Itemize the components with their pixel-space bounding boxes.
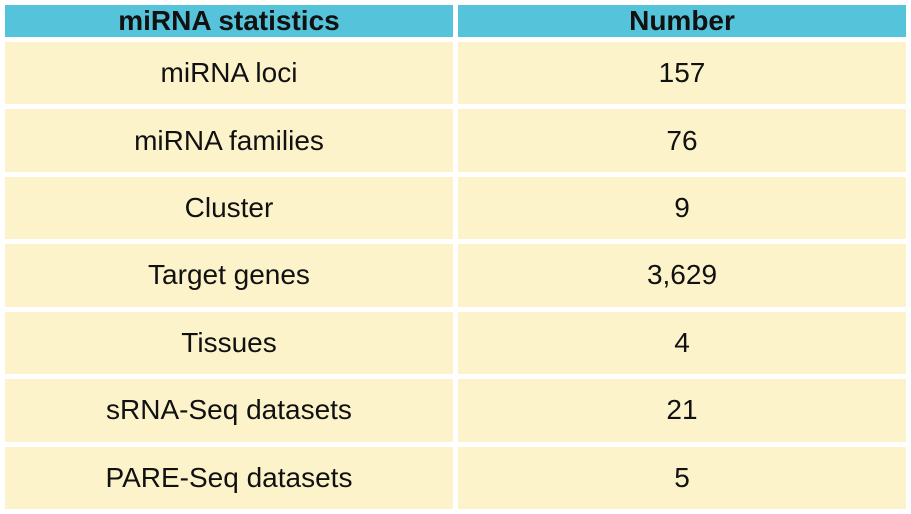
statistic-label: Cluster	[5, 176, 453, 240]
statistic-label: Target genes	[5, 244, 453, 307]
statistic-value: 76	[458, 109, 906, 172]
statistic-value: 4	[458, 311, 906, 375]
table-row: miRNA families 76	[5, 109, 906, 172]
statistic-value: 157	[458, 42, 906, 105]
statistic-label: Tissues	[5, 311, 453, 375]
statistic-label: miRNA families	[5, 109, 453, 172]
table-row: Tissues 4	[5, 311, 906, 375]
table-row: Cluster 9	[5, 176, 906, 240]
statistic-label: PARE-Seq datasets	[5, 446, 453, 509]
table-row: miRNA loci 157	[5, 42, 906, 105]
table-row: Target genes 3,629	[5, 244, 906, 307]
statistic-value: 5	[458, 446, 906, 509]
statistic-label: sRNA-Seq datasets	[5, 379, 453, 442]
column-header-number: Number	[458, 5, 906, 37]
table-row: PARE-Seq datasets 5	[5, 446, 906, 509]
statistic-value: 3,629	[458, 244, 906, 307]
statistic-value: 21	[458, 379, 906, 442]
table-row: sRNA-Seq datasets 21	[5, 379, 906, 442]
column-header-statistic: miRNA statistics	[5, 5, 453, 37]
statistic-value: 9	[458, 176, 906, 240]
statistic-label: miRNA loci	[5, 42, 453, 105]
header-row: miRNA statistics Number	[5, 5, 906, 37]
